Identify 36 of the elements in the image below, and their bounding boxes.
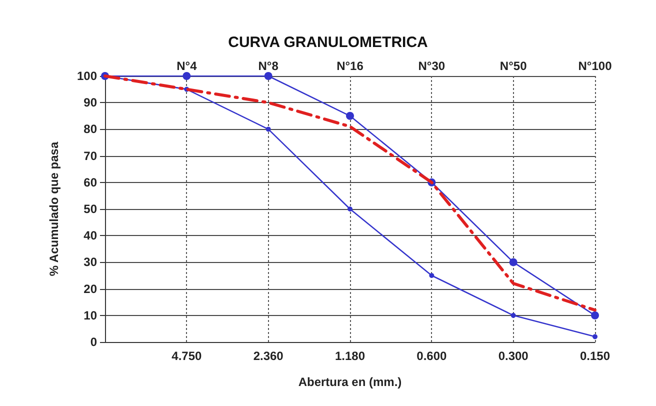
point <box>266 126 271 132</box>
y-tick-label: 50 <box>84 202 98 216</box>
x-tick-label: 4.750 <box>172 349 202 363</box>
y-tick-label: 70 <box>84 148 98 163</box>
x-axis-title: Abertura en (mm.) <box>298 375 402 389</box>
point <box>346 112 354 120</box>
point <box>591 311 599 320</box>
x-tick-label: 2.360 <box>253 349 284 363</box>
text: N°50 <box>500 59 528 73</box>
chart-title: CURVA GRANULOMETRICA <box>228 34 428 51</box>
y-tick-label: 0 <box>90 335 98 349</box>
point <box>510 312 516 318</box>
point <box>592 334 598 340</box>
x-tick-label: 0.600 <box>416 349 448 363</box>
x-tick-label: 1.180 <box>334 349 366 363</box>
point <box>429 273 434 278</box>
text: N°100 <box>578 59 612 73</box>
y-tick-label: 10 <box>84 308 98 322</box>
text: N°8 <box>258 59 279 73</box>
text: N°30 <box>418 59 446 73</box>
y-tick-label: 30 <box>84 255 98 270</box>
text: N°4 <box>176 59 198 73</box>
y-axis-title: % Acumulado que pasa <box>47 142 61 276</box>
y-tick-label: 60 <box>84 175 98 190</box>
y-tick-label: 90 <box>84 96 98 110</box>
x-tick-label: 0.150 <box>580 349 610 363</box>
point <box>348 206 352 212</box>
y-tick-label: 80 <box>84 122 98 136</box>
text: N°16 <box>336 59 364 73</box>
y-tick-label: 40 <box>84 228 98 243</box>
point <box>182 72 191 80</box>
y-tick-label: 100 <box>76 69 98 83</box>
x-tick-label: 0.300 <box>498 349 529 363</box>
y-tick-label: 20 <box>84 282 98 296</box>
point <box>264 72 272 80</box>
point <box>509 258 518 266</box>
